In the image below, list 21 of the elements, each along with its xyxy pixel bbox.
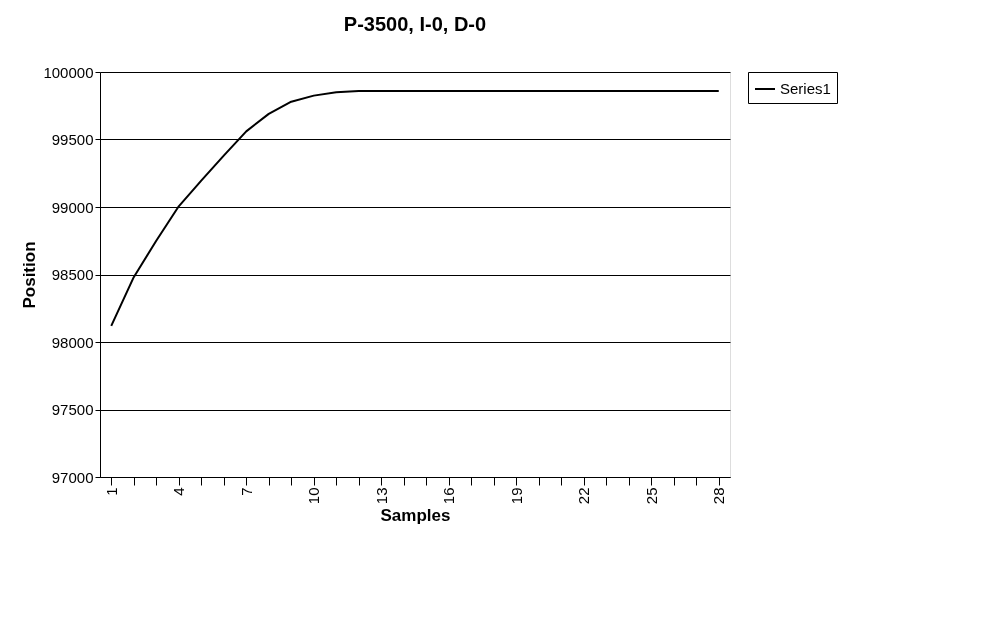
x-tick-label: 1 <box>102 487 120 496</box>
x-tick-label: 13 <box>372 487 390 505</box>
x-axis-title: Samples <box>380 506 451 526</box>
x-tick-label: 22 <box>575 487 593 505</box>
y-tick-label: 98000 <box>51 333 94 351</box>
y-tick-label: 98500 <box>51 266 94 283</box>
x-tick-label: 19 <box>507 487 525 505</box>
legend-label: Series1 <box>780 80 831 97</box>
chart-title: P-3500, I-0, D-0 <box>343 13 487 35</box>
y-tick-label: 99000 <box>51 198 94 216</box>
x-tick-label: 16 <box>440 487 458 505</box>
y-tick-label: 97000 <box>51 468 94 486</box>
y-tick-label: 97500 <box>51 401 94 418</box>
x-tick-label: 10 <box>305 487 323 505</box>
x-tick-label: 4 <box>170 487 188 496</box>
x-tick-label: 7 <box>237 487 255 496</box>
x-tick-label: 25 <box>642 487 660 505</box>
y-axis-title: Position <box>20 241 40 309</box>
y-tick-label: 99500 <box>51 131 94 148</box>
y-tick-label: 100000 <box>43 63 94 81</box>
x-tick-label: 28 <box>710 487 728 505</box>
